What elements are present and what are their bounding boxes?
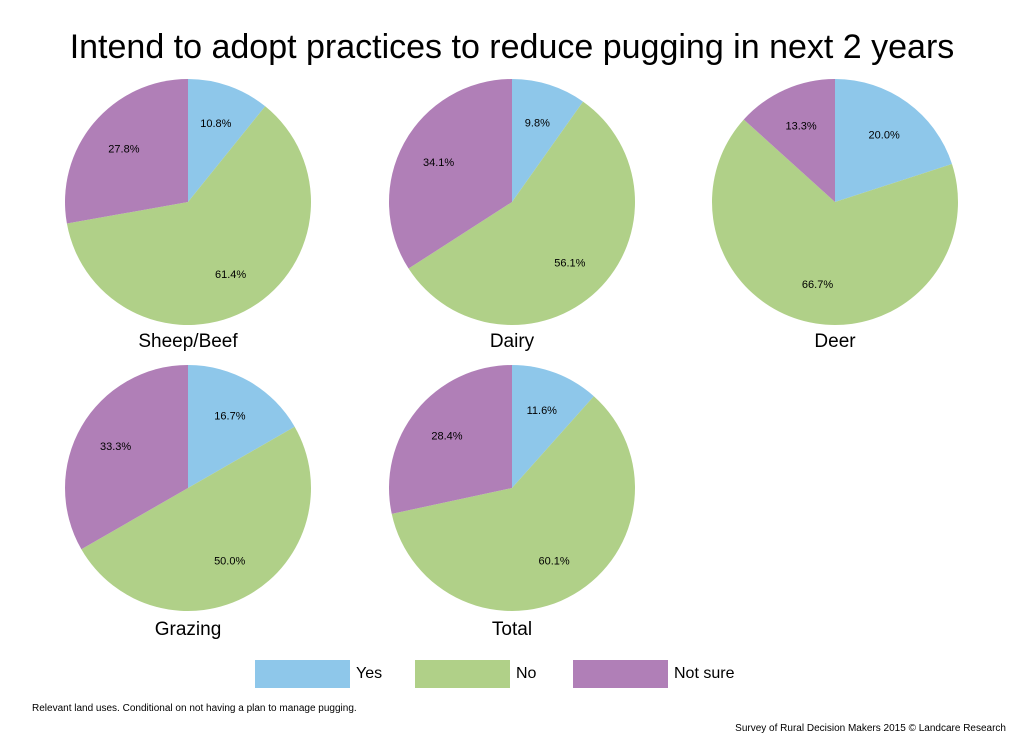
data-label-sheep-beef-yes: 10.8% — [200, 118, 231, 130]
data-label-grazing-yes: 16.7% — [214, 411, 245, 423]
chart-title: Intend to adopt practices to reduce pugg… — [69, 28, 955, 66]
pie-title-deer: Deer — [814, 331, 856, 352]
source-credit: Survey of Rural Decision Makers 2015 © L… — [735, 723, 1006, 734]
data-label-sheep-beef-not-sure: 27.8% — [108, 143, 139, 155]
data-label-grazing-no: 50.0% — [214, 556, 245, 568]
pie-slice-sheep-beef-yes — [188, 79, 266, 202]
pie-slice-dairy-no — [408, 101, 635, 325]
pie-slice-total-no — [391, 396, 635, 611]
pie-slice-grazing-no — [81, 426, 311, 611]
pie-slice-grazing-not-sure — [64, 365, 188, 550]
pie-deer: 20.0% 66.7% 13.3% Deer — [712, 79, 958, 352]
pie-slice-sheep-beef-no — [66, 106, 311, 325]
data-label-total-not-sure: 28.4% — [431, 430, 462, 442]
pie-slice-deer-no — [712, 119, 958, 325]
data-label-dairy-not-sure: 34.1% — [423, 157, 454, 169]
data-label-dairy-yes: 9.8% — [525, 117, 550, 129]
pie-sheep-beef: 10.8% 61.4% 27.8% Sheep/Beef — [65, 79, 311, 352]
data-label-deer-yes: 20.0% — [869, 129, 900, 141]
data-label-dairy-no: 56.1% — [554, 257, 585, 269]
data-label-deer-no: 66.7% — [802, 279, 833, 291]
pie-slice-total-not-sure — [389, 365, 512, 514]
data-label-total-no: 60.1% — [538, 555, 569, 567]
pie-slice-sheep-beef-not-sure — [65, 79, 188, 224]
data-label-total-yes: 11.6% — [527, 405, 558, 417]
pie-slice-dairy-not-sure — [389, 79, 512, 269]
pie-title-total: Total — [492, 619, 532, 640]
pie-title-dairy: Dairy — [490, 331, 535, 352]
data-label-sheep-beef-no: 61.4% — [215, 269, 246, 281]
pie-slice-deer-yes — [835, 79, 952, 202]
pie-grazing: 16.7% 50.0% 33.3% Grazing — [64, 365, 311, 640]
pie-total: 11.6% 60.1% 28.4% Total — [389, 365, 635, 640]
pie-slice-dairy-yes — [512, 79, 584, 202]
pie-title-sheep-beef: Sheep/Beef — [138, 331, 238, 352]
pie-title-grazing: Grazing — [155, 619, 222, 640]
pie-slice-deer-not-sure — [743, 79, 835, 202]
data-label-grazing-not-sure: 33.3% — [100, 441, 131, 453]
pie-slice-total-yes — [512, 365, 594, 488]
pie-dairy: 9.8% 56.1% 34.1% Dairy — [389, 79, 635, 352]
data-label-deer-not-sure: 13.3% — [785, 121, 816, 133]
pie-slice-grazing-yes — [188, 365, 295, 488]
footnote: Relevant land uses. Conditional on not h… — [32, 703, 357, 714]
